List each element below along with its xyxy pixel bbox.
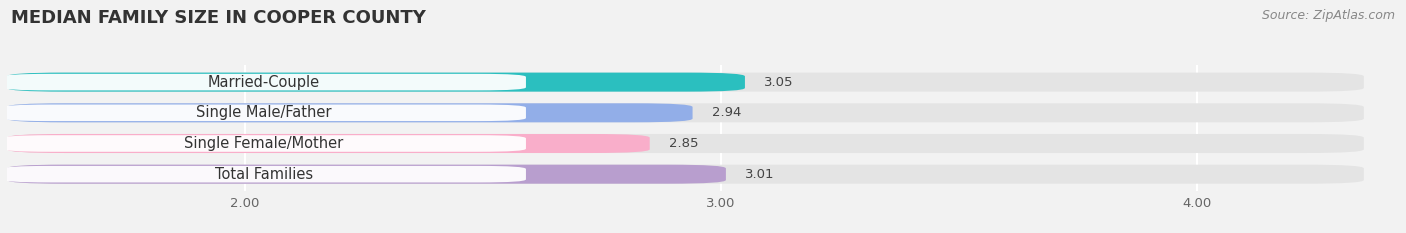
Text: 3.01: 3.01 xyxy=(745,168,775,181)
Text: Married-Couple: Married-Couple xyxy=(208,75,321,90)
Text: Source: ZipAtlas.com: Source: ZipAtlas.com xyxy=(1261,9,1395,22)
FancyBboxPatch shape xyxy=(7,73,1364,92)
Text: Single Male/Father: Single Male/Father xyxy=(197,105,332,120)
FancyBboxPatch shape xyxy=(7,134,650,153)
Text: 2.85: 2.85 xyxy=(669,137,699,150)
Text: Single Female/Mother: Single Female/Mother xyxy=(184,136,343,151)
FancyBboxPatch shape xyxy=(7,165,725,184)
FancyBboxPatch shape xyxy=(3,74,526,90)
FancyBboxPatch shape xyxy=(3,166,526,182)
FancyBboxPatch shape xyxy=(7,134,1364,153)
Text: MEDIAN FAMILY SIZE IN COOPER COUNTY: MEDIAN FAMILY SIZE IN COOPER COUNTY xyxy=(11,9,426,27)
Text: 2.94: 2.94 xyxy=(711,106,741,119)
FancyBboxPatch shape xyxy=(7,103,693,122)
FancyBboxPatch shape xyxy=(7,165,1364,184)
FancyBboxPatch shape xyxy=(7,103,1364,122)
FancyBboxPatch shape xyxy=(3,135,526,152)
Text: 3.05: 3.05 xyxy=(763,76,793,89)
Text: Total Families: Total Families xyxy=(215,167,314,182)
FancyBboxPatch shape xyxy=(3,105,526,121)
FancyBboxPatch shape xyxy=(7,73,745,92)
